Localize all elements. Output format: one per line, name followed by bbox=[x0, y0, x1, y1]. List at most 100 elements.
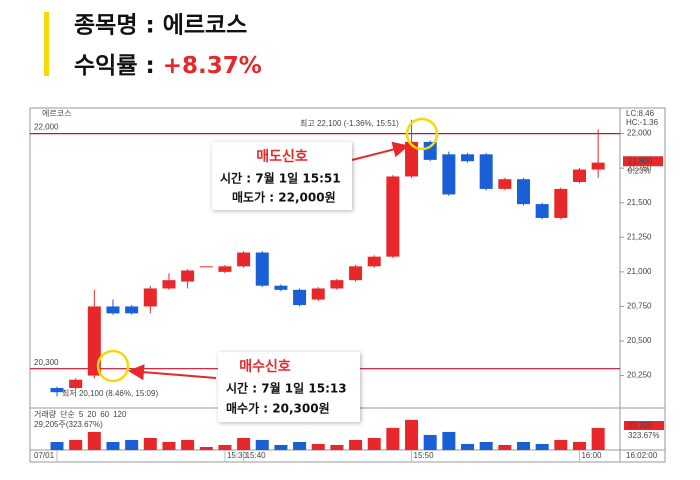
candle-body bbox=[517, 179, 530, 205]
volume-bar bbox=[311, 443, 325, 450]
volume-legend: 60 bbox=[100, 410, 109, 419]
sell-arrow bbox=[351, 141, 409, 161]
candle-body bbox=[106, 306, 120, 314]
return-prefix: 수익률 : bbox=[74, 53, 163, 79]
accent-bar bbox=[44, 12, 49, 76]
volume-bar bbox=[572, 441, 586, 450]
buy-price: 매수가 : 20,300원 bbox=[226, 401, 330, 416]
volume-bar bbox=[143, 437, 157, 450]
volume-bar bbox=[293, 441, 307, 450]
volume-bar bbox=[237, 437, 251, 450]
volume-bar bbox=[405, 419, 419, 450]
volume-bar bbox=[498, 444, 512, 450]
volume-bar bbox=[87, 431, 101, 450]
volume-bar bbox=[367, 437, 381, 450]
candle-body bbox=[554, 188, 568, 218]
y-tick-label: 21,250 bbox=[627, 232, 652, 241]
volume-bar bbox=[330, 444, 344, 450]
buy-box-bg bbox=[218, 352, 360, 422]
x-tick-label: 15:40 bbox=[246, 451, 267, 460]
volume-bar bbox=[106, 441, 120, 450]
sell-price: 매도가 : 22,000원 bbox=[232, 190, 336, 205]
x-tick-label: 07/01 bbox=[34, 451, 55, 460]
candle-body bbox=[218, 266, 232, 272]
candle-body bbox=[386, 176, 400, 257]
volume-legend: 5 bbox=[79, 410, 84, 419]
sell-circle bbox=[405, 117, 439, 151]
buy-arrow bbox=[128, 364, 217, 381]
y-tick-label: 21,500 bbox=[627, 198, 652, 207]
candle-body bbox=[442, 154, 456, 195]
candle-body bbox=[181, 270, 195, 282]
y-tick-label: 20,750 bbox=[627, 302, 652, 311]
candle-body bbox=[591, 162, 605, 170]
volume-bar bbox=[386, 427, 400, 450]
volume-legend: 거래량 bbox=[34, 409, 57, 419]
volume-bar bbox=[69, 439, 83, 450]
candle-body bbox=[330, 280, 344, 289]
volume-bar bbox=[50, 441, 64, 450]
volume-summary: 29,205주(323.67%) bbox=[34, 420, 103, 429]
reference-label: 20,300 bbox=[34, 358, 59, 367]
buy-circle bbox=[96, 349, 130, 383]
volume-tag bbox=[624, 421, 664, 430]
y-tick-label: 21,750 bbox=[627, 163, 652, 172]
candle-body bbox=[237, 252, 251, 267]
candle-body bbox=[423, 141, 437, 160]
volume-bar bbox=[423, 434, 437, 450]
volume-legend: 20 bbox=[87, 410, 96, 419]
chart-title: 에르코스 bbox=[42, 109, 71, 118]
candle-body bbox=[162, 280, 176, 289]
candle-body bbox=[367, 256, 381, 267]
candle-body bbox=[572, 169, 586, 182]
candle-body bbox=[274, 285, 288, 290]
corner-label: LC:8.46 bbox=[626, 109, 655, 118]
candle-body bbox=[349, 266, 363, 281]
volume-bar bbox=[125, 439, 139, 450]
sell-time: 시간 : 7월 1일 15:51 bbox=[220, 171, 341, 186]
candle-body bbox=[293, 289, 307, 306]
volume-bar bbox=[274, 444, 288, 450]
price-tag bbox=[623, 156, 663, 167]
volume-bar bbox=[255, 439, 269, 450]
volume-legend: 단순 bbox=[60, 409, 75, 419]
candle-body bbox=[87, 306, 101, 376]
candle-body bbox=[143, 288, 157, 307]
high-note: 최고 22,100 (-1.36%, 15:51) bbox=[300, 118, 399, 128]
volume-bar bbox=[181, 439, 195, 450]
buy-title: 매수신호 bbox=[239, 359, 291, 375]
buy-time: 시간 : 7월 1일 15:13 bbox=[226, 381, 347, 396]
y-tick-label: 21,000 bbox=[627, 267, 652, 276]
sell-box-bg bbox=[212, 142, 352, 210]
candle-body bbox=[498, 179, 512, 189]
end-time: 16:02:00 bbox=[626, 451, 658, 460]
volume-bar bbox=[591, 427, 605, 450]
volume-bar bbox=[461, 443, 475, 450]
candle-body bbox=[255, 252, 269, 286]
candle-body bbox=[69, 379, 83, 389]
volume-pct: 323.67% bbox=[628, 431, 660, 440]
x-tick-label: 16:00 bbox=[581, 451, 602, 460]
volume-bar bbox=[554, 439, 568, 450]
corner-label: HC:-1.36 bbox=[626, 118, 659, 127]
sell-title: 매도신호 bbox=[256, 149, 308, 165]
volume-bar bbox=[349, 439, 363, 450]
volume-bar bbox=[199, 446, 213, 450]
x-tick-label: 15:50 bbox=[414, 451, 435, 460]
volume-legend: 120 bbox=[113, 410, 127, 419]
y-tick-label: 20,500 bbox=[627, 336, 652, 345]
price-change: 0.23% bbox=[628, 166, 651, 175]
volume-last: 29,205 bbox=[628, 421, 653, 430]
candle-body bbox=[535, 204, 549, 218]
buy-box: 매수신호 시간 : 7월 1일 15:13 매수가 : 20,300원 bbox=[218, 352, 360, 422]
price-tag-label: 21,800 bbox=[628, 156, 653, 165]
volume-bar bbox=[517, 441, 530, 450]
candle-body bbox=[50, 388, 64, 393]
y-tick-label: 20,250 bbox=[627, 371, 652, 380]
volume-bar bbox=[218, 444, 232, 450]
volume-bar bbox=[162, 441, 176, 450]
candle-body bbox=[479, 154, 493, 189]
volume-bar bbox=[535, 443, 549, 450]
low-note: 최저 20,100 (8.46%, 15:09) bbox=[62, 388, 158, 398]
